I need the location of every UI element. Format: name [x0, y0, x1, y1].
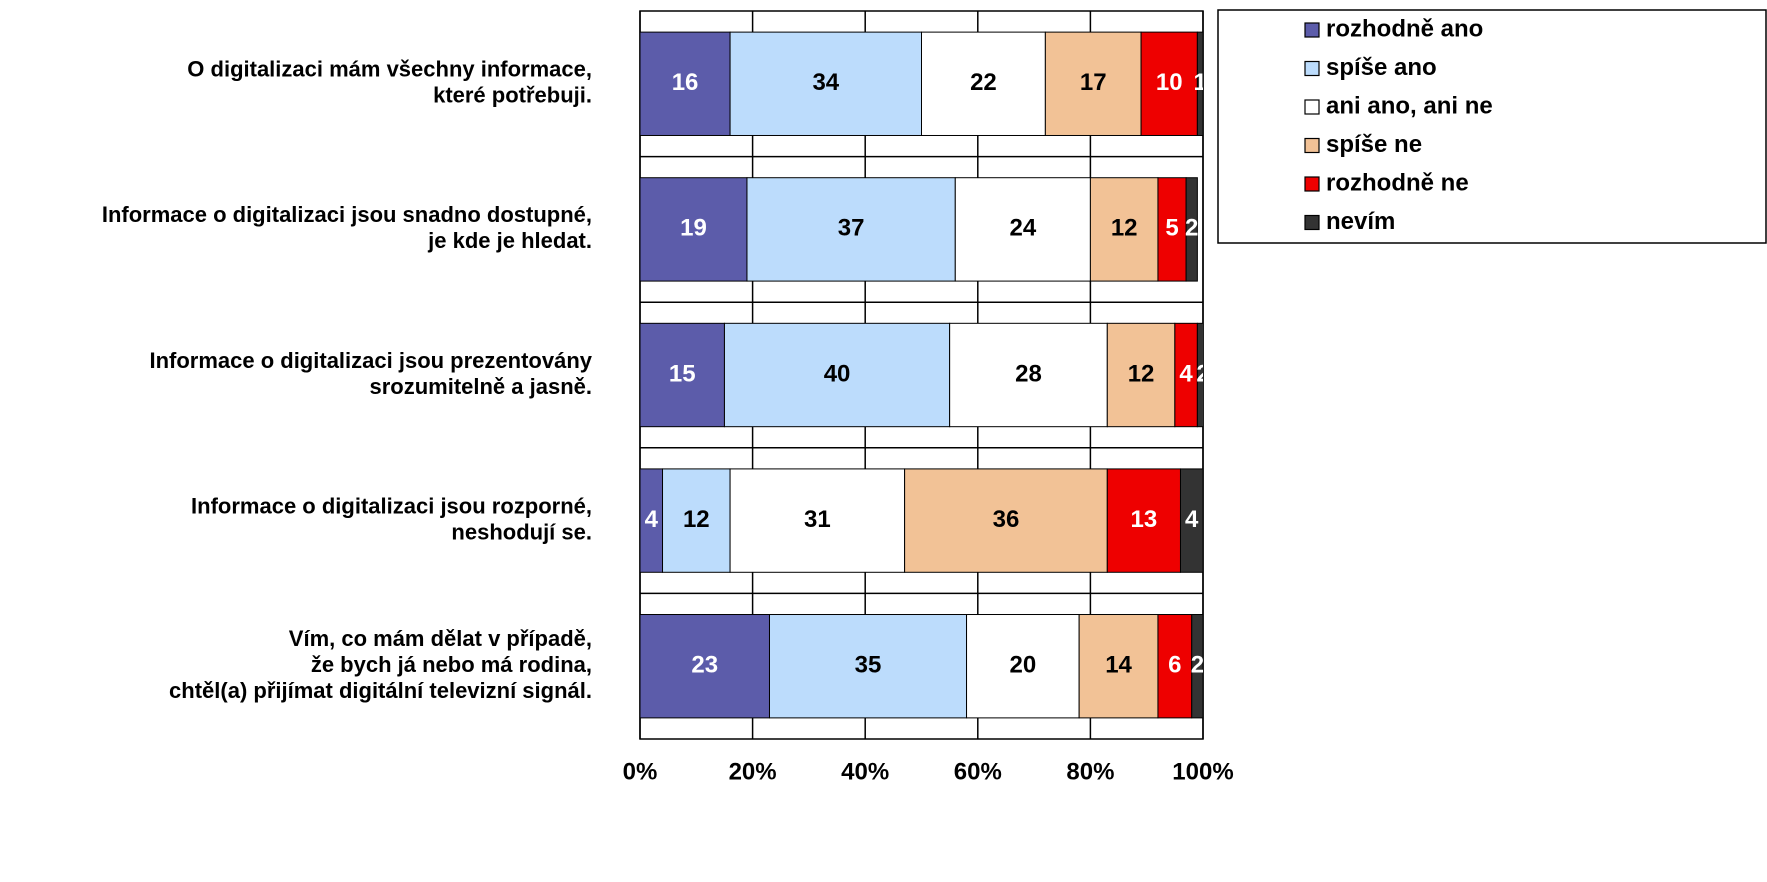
bar-segment: [662, 468, 731, 573]
data-label: 4: [645, 506, 659, 533]
y-tick-label: Informace o digitalizaci jsou prezentová…: [149, 348, 592, 373]
data-label: 1: [1194, 69, 1207, 96]
y-tick-label: O digitalizaci mám všechny informace,: [187, 57, 592, 82]
data-label: 40: [824, 360, 851, 387]
bar-segment: [966, 614, 1080, 719]
bar-segment: [640, 614, 770, 719]
legend-marker: [1304, 214, 1320, 231]
data-label: 15: [669, 360, 696, 387]
legend-marker: [1304, 60, 1320, 77]
y-tick-label: je kde je hledat.: [427, 228, 592, 253]
bar-segment: [1157, 614, 1193, 719]
data-label: 12: [1128, 360, 1155, 387]
y-tick-label: Informace o digitalizaci jsou rozporné,: [191, 493, 592, 518]
data-label: 2: [1185, 215, 1198, 242]
y-tick-label: které potřebuji.: [433, 83, 592, 108]
data-label: 12: [1111, 215, 1138, 242]
bar-segment: [954, 177, 1091, 282]
legend-marker: [1304, 22, 1320, 38]
bar-segment: [1196, 322, 1203, 428]
data-label: 37: [838, 215, 865, 242]
legend-box: [1217, 9, 1767, 244]
bar-segment: [1157, 177, 1187, 282]
data-label: 12: [683, 506, 710, 533]
legend-marker: [1304, 99, 1320, 115]
data-label: 23: [691, 652, 718, 679]
bar-segment: [1140, 31, 1198, 136]
legend-marker: [1304, 137, 1320, 154]
data-label: 4: [1185, 506, 1199, 533]
legend-label: spíše ano: [1326, 54, 1437, 81]
y-tick-label: Informace o digitalizaci jsou snadno dos…: [102, 202, 592, 227]
y-tick-label: srozumitelně a jasně.: [369, 374, 592, 399]
bar-segment: [1196, 31, 1203, 136]
bar-segment: [640, 177, 748, 282]
y-tick-label: že bych já nebo má rodina,: [311, 652, 592, 677]
data-label: 6: [1168, 652, 1181, 679]
bar-segment: [729, 468, 906, 573]
bar-segment: [949, 322, 1108, 428]
bar-segment: [1078, 614, 1159, 719]
bar-segment: [640, 322, 725, 428]
bar-segment: [1191, 614, 1203, 719]
bar-segment: [723, 322, 951, 428]
x-tick-label: 20%: [729, 758, 777, 785]
bar-segment: [1089, 177, 1159, 282]
data-label: 2: [1196, 360, 1209, 387]
data-label: 10: [1156, 69, 1183, 96]
data-label: 36: [993, 506, 1020, 533]
bar-segment: [1106, 468, 1181, 573]
x-tick-label: 80%: [1066, 758, 1114, 785]
data-label: 14: [1105, 652, 1132, 679]
x-tick-label: 0%: [623, 758, 658, 785]
legend-label: rozhodně ne: [1326, 169, 1469, 196]
x-tick-label: 60%: [954, 758, 1002, 785]
legend-label: ani ano, ani ne: [1326, 92, 1493, 119]
y-tick-label: neshodují se.: [451, 519, 592, 544]
y-tick-label: Vím, co mám dělat v případě,: [289, 626, 592, 651]
data-label: 34: [812, 69, 839, 96]
x-tick-label: 100%: [1172, 758, 1233, 785]
data-label: 4: [1179, 360, 1193, 387]
data-label: 22: [970, 69, 997, 96]
data-label: 16: [672, 69, 699, 96]
data-label: 28: [1015, 360, 1042, 387]
data-label: 35: [855, 652, 882, 679]
data-label: 17: [1080, 69, 1107, 96]
data-label: 31: [804, 506, 831, 533]
bar-segment: [1179, 468, 1203, 573]
data-label: 2: [1191, 652, 1204, 679]
legend-label: rozhodně ano: [1326, 15, 1483, 42]
bar-segment: [768, 614, 968, 719]
data-label: 13: [1131, 506, 1158, 533]
bar-segment: [1106, 322, 1176, 428]
data-label: 20: [1009, 652, 1036, 679]
legend-label: spíše ne: [1326, 131, 1422, 158]
data-label: 24: [1009, 215, 1036, 242]
x-tick-label: 40%: [841, 758, 889, 785]
bar-segment: [1185, 177, 1198, 282]
bar-segment: [904, 468, 1108, 573]
legend-label: nevím: [1326, 208, 1395, 235]
y-tick-label: chtěl(a) přijímat digitální televizní si…: [169, 678, 592, 703]
bar-segment: [921, 31, 1046, 136]
legend-marker: [1304, 176, 1320, 192]
data-label: 19: [680, 215, 707, 242]
data-label: 5: [1165, 215, 1178, 242]
